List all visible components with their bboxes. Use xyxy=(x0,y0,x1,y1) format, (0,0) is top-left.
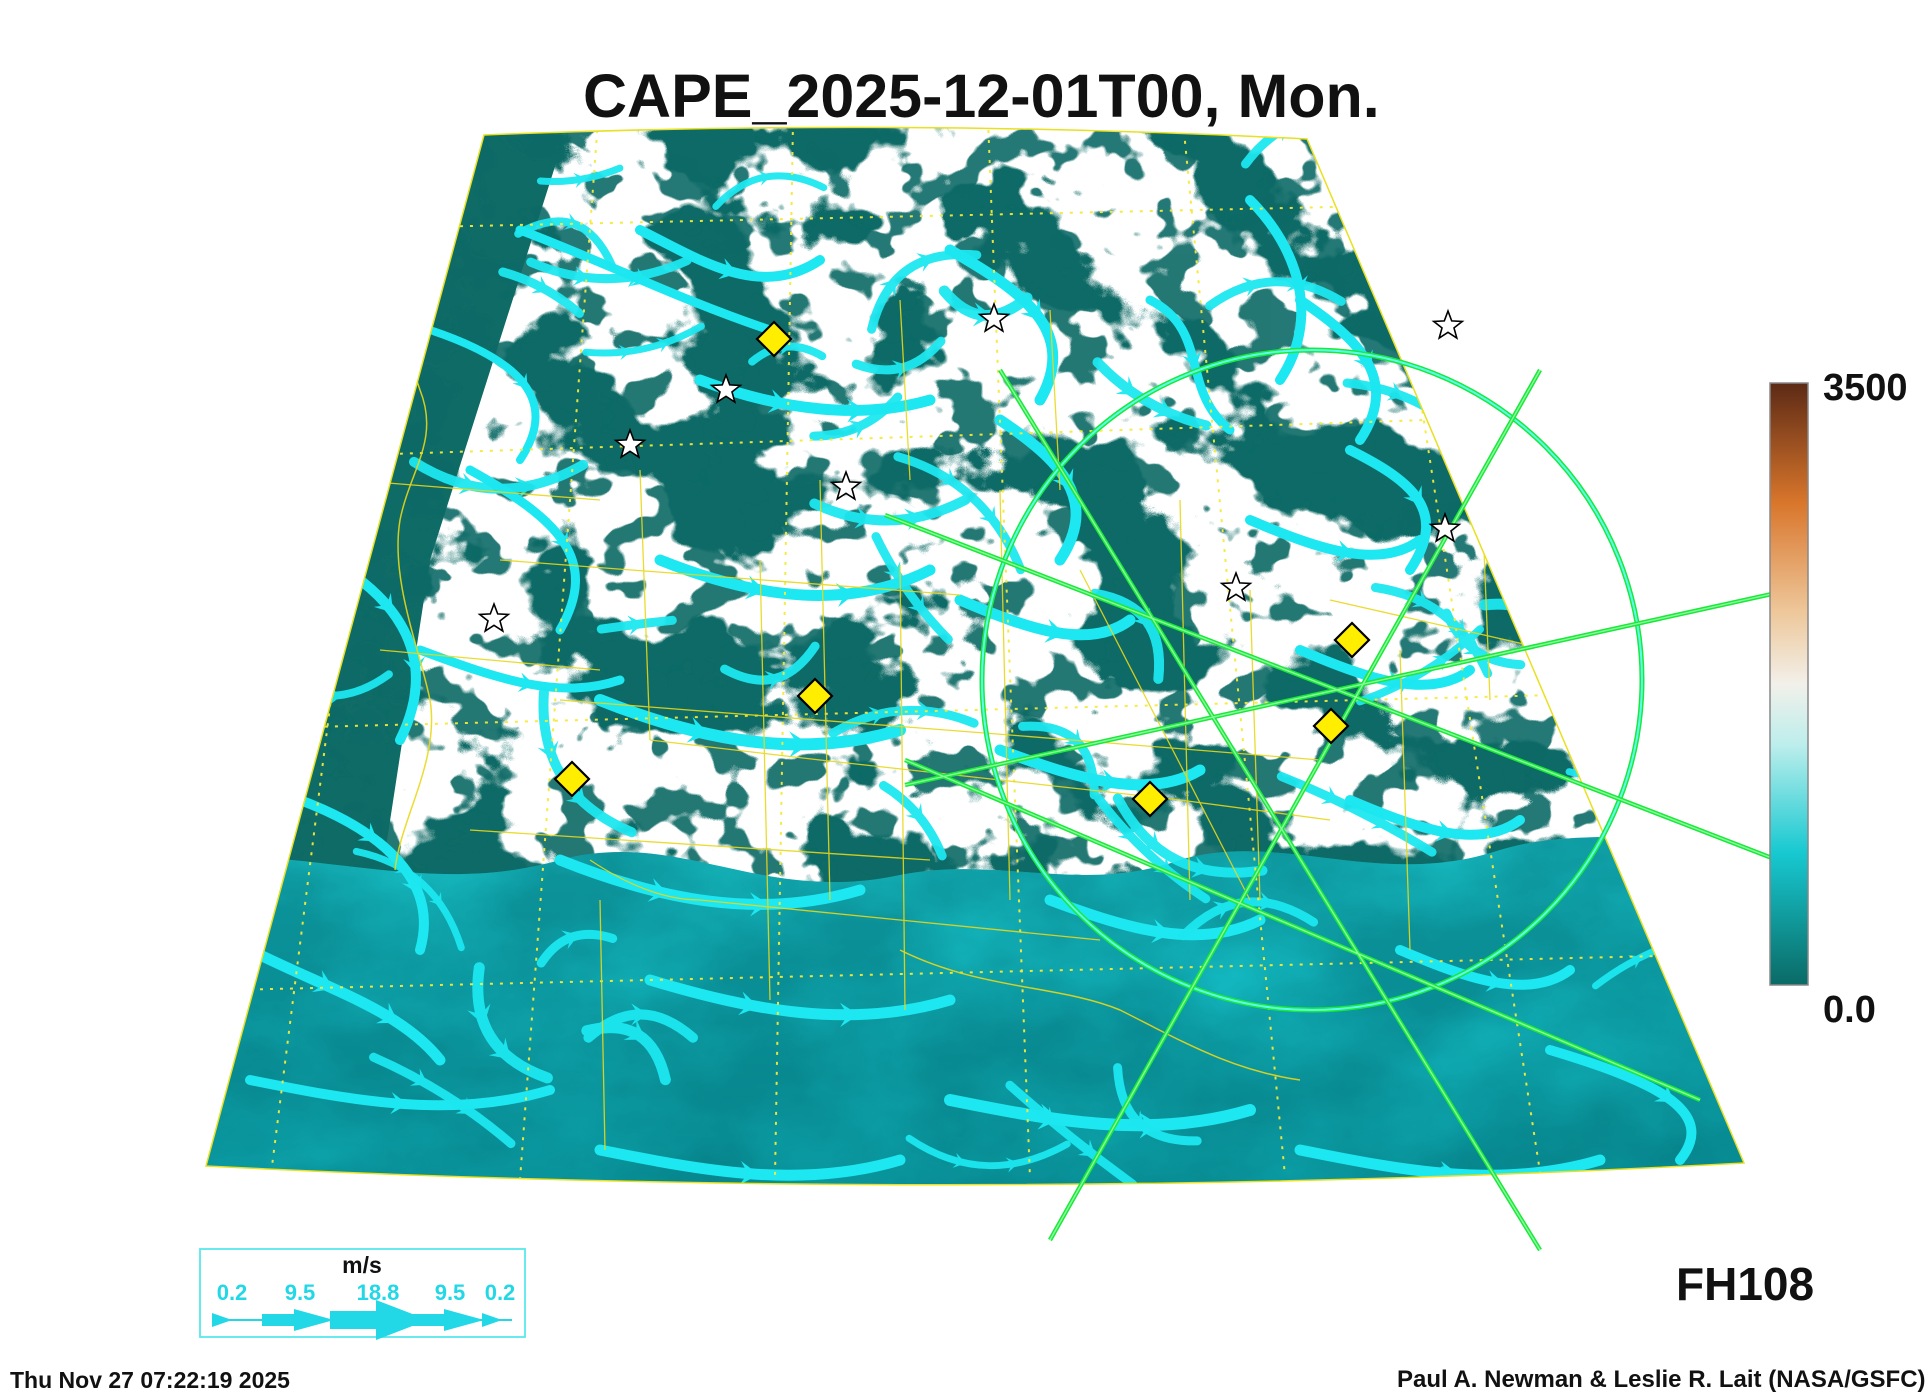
svg-text:3500: 3500 xyxy=(1823,367,1908,409)
svg-text:0.0: 0.0 xyxy=(1823,989,1876,1031)
svg-text:9.5: 9.5 xyxy=(285,1280,316,1305)
svg-text:9.5: 9.5 xyxy=(435,1280,466,1305)
svg-text:Thu Nov 27 07:22:19 2025: Thu Nov 27 07:22:19 2025 xyxy=(10,1367,290,1393)
svg-text:FH108: FH108 xyxy=(1676,1258,1814,1310)
svg-text:0.2: 0.2 xyxy=(485,1280,516,1305)
svg-text:0.2: 0.2 xyxy=(217,1280,248,1305)
svg-text:CAPE_2025-12-01T00, Mon.: CAPE_2025-12-01T00, Mon. xyxy=(583,62,1380,130)
svg-text:m/s: m/s xyxy=(342,1252,382,1278)
svg-text:Paul A. Newman & Leslie R. Lai: Paul A. Newman & Leslie R. Lait (NASA/GS… xyxy=(1397,1366,1926,1393)
